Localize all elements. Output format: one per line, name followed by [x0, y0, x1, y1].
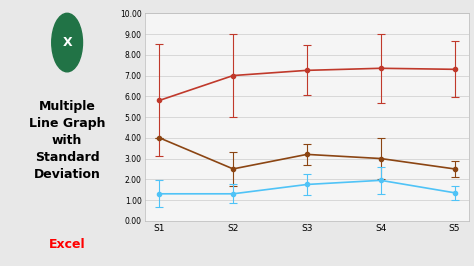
Text: Excel: Excel — [49, 238, 85, 251]
Text: X: X — [62, 36, 72, 49]
Text: Multiple
Line Graph
with
Standard
Deviation: Multiple Line Graph with Standard Deviat… — [29, 101, 105, 181]
Circle shape — [52, 13, 82, 72]
